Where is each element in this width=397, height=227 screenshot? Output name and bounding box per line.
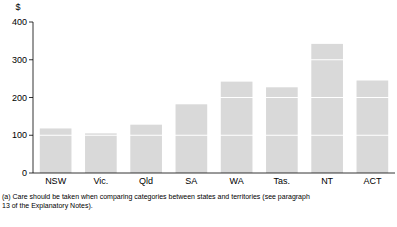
x-tick-label: NSW bbox=[45, 176, 67, 186]
x-tick-label: ACT bbox=[363, 176, 382, 186]
x-tick-label: NT bbox=[321, 176, 333, 186]
y-tick-label: 100 bbox=[12, 130, 27, 140]
footnote: 13 of the Explanatory Notes). bbox=[2, 202, 93, 210]
grid-line bbox=[33, 59, 395, 60]
bar bbox=[130, 125, 162, 173]
bar bbox=[221, 82, 253, 173]
y-tick bbox=[29, 59, 33, 60]
y-tick bbox=[29, 173, 33, 174]
y-tick-label: 300 bbox=[12, 55, 27, 65]
y-label: $ bbox=[15, 2, 20, 12]
x-tick-label: Vic. bbox=[93, 176, 108, 186]
x-tick-label: SA bbox=[185, 176, 197, 186]
grid-line bbox=[33, 97, 395, 98]
chart: $0 100 200 300 400 NSW Vic. Qld SA WA Tas. NT ACT (a)… bbox=[0, 0, 397, 227]
y-tick-label: 200 bbox=[12, 93, 27, 103]
y-tick bbox=[29, 135, 33, 136]
bar bbox=[311, 44, 343, 173]
bar bbox=[85, 133, 117, 173]
footnote: (a) Care should be taken when comparing … bbox=[2, 193, 310, 201]
bar bbox=[266, 87, 298, 173]
grid-line bbox=[33, 135, 395, 136]
bars bbox=[40, 44, 388, 173]
x-tick-label: Tas. bbox=[274, 176, 291, 186]
bar bbox=[176, 104, 208, 173]
y-tick bbox=[29, 22, 33, 23]
x-tick-label: WA bbox=[230, 176, 244, 186]
x-axis bbox=[33, 173, 395, 174]
x-tick-label: Qld bbox=[139, 176, 153, 186]
y-tick-label: 0 bbox=[22, 168, 27, 178]
bar bbox=[357, 81, 389, 173]
y-tick-label: 400 bbox=[12, 17, 27, 27]
y-tick bbox=[29, 97, 33, 98]
grid-line bbox=[33, 21, 395, 22]
